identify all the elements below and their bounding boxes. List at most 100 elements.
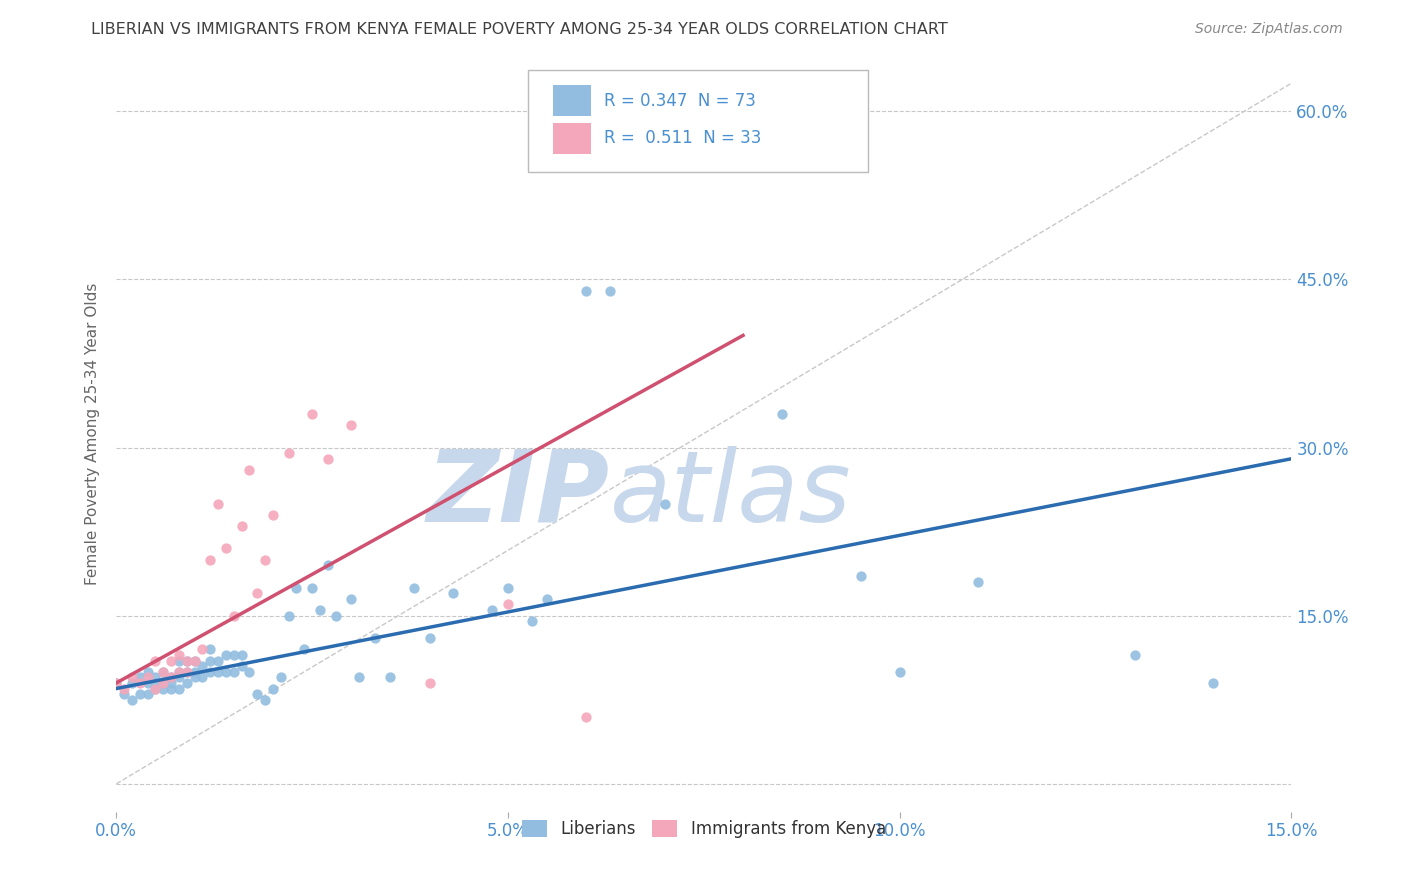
- Point: [183, 670, 205, 684]
- Point: [167, 648, 190, 662]
- Point: [136, 676, 159, 690]
- Point: [128, 676, 150, 690]
- Point: [536, 591, 558, 606]
- Point: [176, 676, 198, 690]
- Point: [889, 665, 911, 679]
- Point: [254, 692, 277, 706]
- Point: [277, 446, 299, 460]
- Point: [246, 687, 269, 701]
- Point: [222, 665, 245, 679]
- Point: [246, 586, 269, 600]
- Point: [309, 603, 332, 617]
- Point: [575, 709, 598, 723]
- FancyBboxPatch shape: [554, 86, 591, 116]
- Point: [128, 670, 150, 684]
- Point: [145, 676, 167, 690]
- Point: [167, 681, 190, 696]
- Point: [231, 659, 253, 673]
- Point: [176, 654, 198, 668]
- Point: [575, 284, 598, 298]
- Point: [121, 676, 143, 690]
- Point: [160, 670, 183, 684]
- Point: [152, 665, 174, 679]
- Text: R = 0.347  N = 73: R = 0.347 N = 73: [605, 92, 756, 110]
- Text: ZIP: ZIP: [427, 445, 610, 542]
- FancyBboxPatch shape: [554, 123, 591, 153]
- Point: [191, 659, 214, 673]
- Point: [145, 670, 167, 684]
- Point: [207, 654, 229, 668]
- Point: [1123, 648, 1146, 662]
- Legend: Liberians, Immigrants from Kenya: Liberians, Immigrants from Kenya: [515, 814, 893, 845]
- Point: [654, 497, 676, 511]
- Point: [152, 676, 174, 690]
- Point: [152, 665, 174, 679]
- Point: [402, 581, 425, 595]
- Point: [340, 418, 363, 433]
- Point: [292, 642, 315, 657]
- Point: [380, 670, 402, 684]
- Point: [967, 575, 990, 590]
- Text: atlas: atlas: [610, 445, 852, 542]
- Point: [262, 681, 284, 696]
- Point: [262, 508, 284, 522]
- Point: [112, 687, 135, 701]
- Point: [121, 670, 143, 684]
- Point: [1202, 676, 1225, 690]
- Point: [849, 569, 872, 583]
- Point: [183, 654, 205, 668]
- Point: [419, 676, 441, 690]
- Point: [191, 642, 214, 657]
- Point: [200, 654, 222, 668]
- Point: [136, 670, 159, 684]
- Point: [599, 284, 621, 298]
- Point: [222, 608, 245, 623]
- Point: [145, 681, 167, 696]
- Point: [176, 665, 198, 679]
- Point: [316, 558, 339, 573]
- Point: [238, 665, 260, 679]
- Point: [167, 670, 190, 684]
- Point: [200, 552, 222, 566]
- Point: [419, 631, 441, 645]
- Point: [105, 676, 128, 690]
- Point: [301, 407, 323, 421]
- Point: [231, 648, 253, 662]
- Point: [152, 676, 174, 690]
- Point: [347, 670, 370, 684]
- Point: [167, 654, 190, 668]
- Point: [325, 608, 347, 623]
- Point: [136, 687, 159, 701]
- Point: [364, 631, 387, 645]
- Point: [183, 654, 205, 668]
- Point: [112, 681, 135, 696]
- Point: [270, 670, 292, 684]
- Point: [200, 642, 222, 657]
- Point: [285, 581, 308, 595]
- Point: [215, 541, 238, 556]
- Point: [231, 519, 253, 533]
- Point: [215, 648, 238, 662]
- Point: [136, 665, 159, 679]
- Point: [160, 654, 183, 668]
- Point: [160, 681, 183, 696]
- Point: [145, 681, 167, 696]
- Point: [254, 552, 277, 566]
- FancyBboxPatch shape: [527, 70, 869, 172]
- Point: [128, 687, 150, 701]
- Point: [105, 676, 128, 690]
- Point: [301, 581, 323, 595]
- Point: [496, 598, 519, 612]
- Point: [200, 665, 222, 679]
- Point: [277, 608, 299, 623]
- Point: [340, 591, 363, 606]
- Point: [176, 654, 198, 668]
- Point: [207, 497, 229, 511]
- Point: [520, 615, 543, 629]
- Point: [441, 586, 464, 600]
- Point: [496, 581, 519, 595]
- Point: [152, 681, 174, 696]
- Point: [316, 451, 339, 466]
- Point: [770, 407, 793, 421]
- Y-axis label: Female Poverty Among 25-34 Year Olds: Female Poverty Among 25-34 Year Olds: [86, 283, 100, 584]
